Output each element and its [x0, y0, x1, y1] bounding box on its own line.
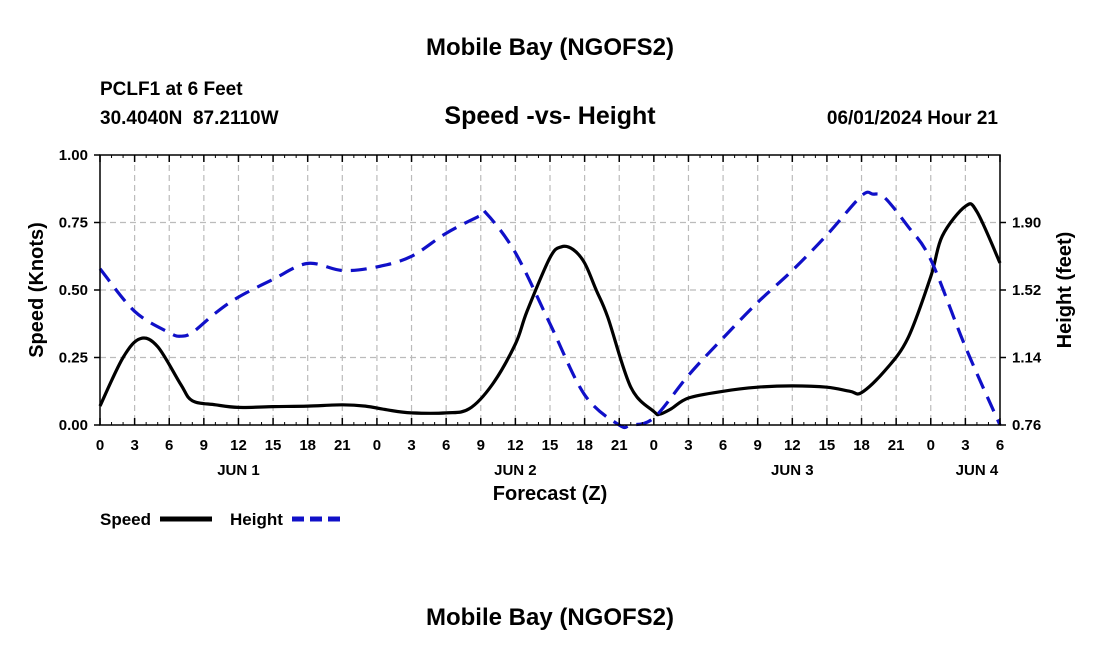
forecast-datetime: 06/01/2024 Hour 21 [827, 108, 999, 129]
x-day-label: JUN 4 [956, 462, 999, 479]
x-tick-label: 12 [507, 437, 524, 454]
y-right-tick-label: 1.90 [1012, 215, 1041, 232]
y-left-tick-label: 0.75 [59, 215, 88, 232]
y-axis-right-label: Height (feet) [1054, 232, 1076, 349]
legend-speed-label: Speed [100, 510, 151, 529]
chart-main-title: Mobile Bay (NGOFS2) [426, 34, 674, 61]
x-day-label: JUN 3 [771, 462, 814, 479]
y-left-tick-label: 0.25 [59, 350, 88, 367]
x-tick-label: 0 [373, 437, 381, 454]
x-tick-label: 0 [96, 437, 104, 454]
x-tick-label: 6 [165, 437, 173, 454]
x-tick-label: 6 [719, 437, 727, 454]
x-axis-label: Forecast (Z) [493, 483, 607, 505]
x-tick-label: 9 [477, 437, 485, 454]
x-tick-label: 12 [230, 437, 247, 454]
series-line-speed [98, 202, 1002, 417]
x-tick-label: 18 [853, 437, 870, 454]
x-tick-label: 21 [611, 437, 628, 454]
footer-title: Mobile Bay (NGOFS2) [426, 604, 674, 631]
y-left-tick-label: 0.50 [59, 282, 88, 299]
series-line-height [98, 190, 1002, 430]
y-right-tick-label: 1.52 [1012, 282, 1041, 299]
series-layer [98, 190, 1002, 430]
station-label: PCLF1 at 6 Feet [100, 79, 243, 100]
y-right-tick-label: 0.76 [1012, 417, 1041, 434]
x-tick-label: 15 [542, 437, 559, 454]
x-tick-label: 3 [961, 437, 969, 454]
grid [100, 155, 1000, 425]
chart-subtitle: Speed -vs- Height [444, 102, 656, 130]
station-coordinates: 30.4040N 87.2110W [100, 108, 279, 129]
x-tick-label: 18 [299, 437, 316, 454]
x-tick-label: 18 [576, 437, 593, 454]
x-tick-label: 9 [200, 437, 208, 454]
y-axis-left-label: Speed (Knots) [26, 222, 48, 358]
legend-height-label: Height [230, 510, 283, 529]
x-tick-label: 15 [265, 437, 282, 454]
y-left-tick-label: 0.00 [59, 417, 88, 434]
x-tick-label: 3 [684, 437, 692, 454]
y-left-tick-label: 1.00 [59, 147, 88, 164]
x-tick-label: 3 [407, 437, 415, 454]
x-day-label: JUN 2 [494, 462, 537, 479]
y-right-tick-label: 1.14 [1012, 350, 1042, 367]
x-tick-label: 21 [888, 437, 905, 454]
x-tick-label: 6 [442, 437, 450, 454]
x-tick-label: 3 [130, 437, 138, 454]
legend: Speed Height [100, 510, 344, 529]
x-tick-label: 0 [650, 437, 658, 454]
x-tick-label: 12 [784, 437, 801, 454]
x-tick-label: 15 [819, 437, 836, 454]
x-tick-label: 9 [754, 437, 762, 454]
x-tick-label: 21 [334, 437, 351, 454]
x-tick-label: 0 [927, 437, 935, 454]
axes: 0 3 6 9 12 15 18 21 0 3 6 9 12 15 18 21 0 3 6 9 12 15 18 21 0 3 60… [59, 147, 1042, 479]
x-day-label: JUN 1 [217, 462, 260, 479]
x-tick-label: 6 [996, 437, 1004, 454]
